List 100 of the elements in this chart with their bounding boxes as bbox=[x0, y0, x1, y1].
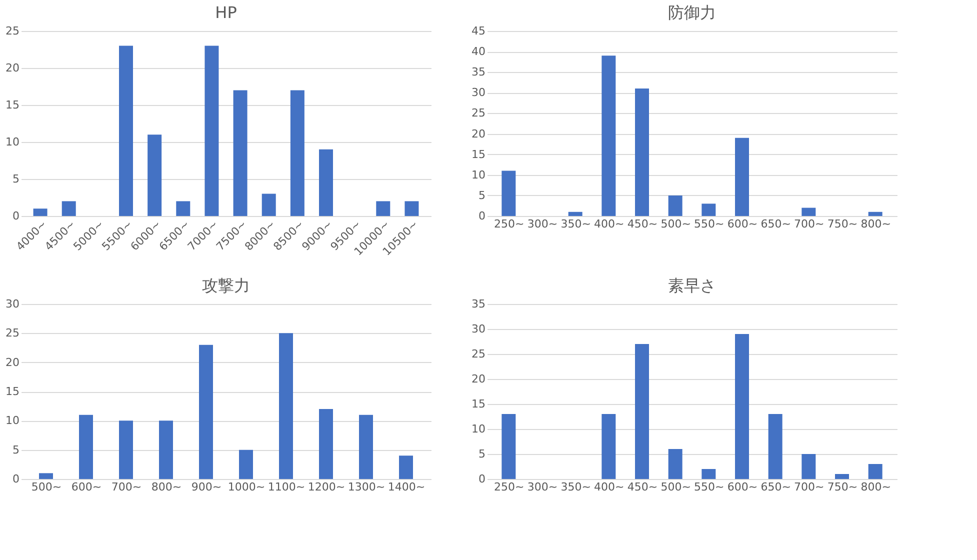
y-tick-label: 10 bbox=[6, 414, 20, 428]
x-tick-label: 750~ bbox=[827, 218, 858, 230]
bar bbox=[868, 212, 882, 216]
bar bbox=[279, 333, 293, 479]
x-tick-label: 250~ bbox=[494, 218, 524, 230]
y-tick-label: 0 bbox=[12, 210, 20, 222]
x-tick-label: 700~ bbox=[111, 480, 142, 494]
x-tick-label: 400~ bbox=[594, 480, 624, 494]
y-tick-label: 15 bbox=[6, 385, 20, 398]
bar bbox=[502, 170, 516, 216]
x-tick-label: 700~ bbox=[794, 480, 824, 494]
x-tick-label: 400~ bbox=[594, 218, 624, 230]
x-tick-label: 500~ bbox=[660, 218, 691, 230]
bar bbox=[399, 456, 413, 479]
chart-title: 攻撃力 bbox=[202, 276, 250, 295]
x-tick-label: 800~ bbox=[151, 480, 182, 494]
bar bbox=[668, 195, 682, 216]
bar bbox=[176, 201, 190, 216]
x-tick-label: 500~ bbox=[31, 480, 62, 494]
bar bbox=[602, 414, 616, 479]
x-tick-label: 800~ bbox=[860, 218, 891, 230]
bar bbox=[502, 414, 516, 479]
x-tick-label: 500~ bbox=[660, 480, 691, 494]
bar bbox=[119, 420, 133, 479]
bar bbox=[319, 409, 333, 479]
bar bbox=[262, 194, 276, 216]
bar bbox=[199, 344, 213, 479]
y-tick-label: 35 bbox=[472, 298, 486, 310]
bar bbox=[635, 88, 649, 216]
y-tick-label: 15 bbox=[472, 398, 486, 410]
chart-title: 防御力 bbox=[668, 3, 716, 22]
y-tick-label: 25 bbox=[6, 326, 20, 340]
x-tick-label: 300~ bbox=[527, 480, 558, 494]
x-tick-label: 350~ bbox=[560, 218, 591, 230]
bar bbox=[33, 208, 48, 216]
x-tick-label: 1300~ bbox=[348, 480, 386, 494]
y-tick-label: 30 bbox=[6, 298, 20, 310]
bar bbox=[159, 420, 173, 479]
bar bbox=[802, 208, 816, 216]
bar bbox=[735, 334, 749, 479]
bar bbox=[62, 201, 76, 216]
bar bbox=[376, 201, 390, 216]
y-tick-label: 10 bbox=[6, 136, 20, 148]
y-tick-label: 10 bbox=[472, 168, 486, 182]
y-tick-label: 5 bbox=[478, 188, 486, 202]
x-tick-label: 600~ bbox=[727, 480, 758, 494]
x-tick-label: 1200~ bbox=[308, 480, 346, 494]
y-tick-label: 5 bbox=[12, 443, 20, 456]
y-tick-label: 30 bbox=[472, 86, 486, 100]
bar bbox=[39, 473, 53, 479]
bar bbox=[233, 90, 248, 216]
bar bbox=[802, 454, 816, 479]
bar bbox=[835, 474, 849, 479]
y-tick-label: 25 bbox=[472, 106, 486, 120]
bar bbox=[119, 46, 133, 216]
y-tick-label: 20 bbox=[6, 356, 20, 369]
bar bbox=[868, 464, 882, 479]
x-tick-label: 600~ bbox=[727, 218, 758, 230]
bar bbox=[635, 344, 649, 479]
bar bbox=[568, 212, 582, 216]
y-tick-label: 5 bbox=[12, 172, 20, 186]
x-tick-label: 1400~ bbox=[388, 480, 426, 494]
y-tick-label: 15 bbox=[472, 148, 486, 161]
y-tick-label: 5 bbox=[478, 448, 486, 460]
x-tick-label: 900~ bbox=[191, 480, 222, 494]
x-tick-label: 700~ bbox=[794, 218, 824, 230]
chart-title: HP bbox=[215, 3, 238, 22]
bar bbox=[668, 449, 682, 479]
x-tick-label: 450~ bbox=[627, 218, 658, 230]
bar bbox=[768, 414, 782, 479]
x-tick-label: 650~ bbox=[760, 218, 791, 230]
y-tick-label: 25 bbox=[6, 24, 20, 38]
x-tick-label: 750~ bbox=[827, 480, 858, 494]
y-tick-label: 0 bbox=[12, 472, 20, 486]
bar bbox=[239, 450, 253, 479]
x-tick-label: 800~ bbox=[860, 480, 891, 494]
bar bbox=[148, 134, 162, 216]
y-tick-label: 15 bbox=[6, 98, 20, 112]
y-tick-label: 10 bbox=[472, 422, 486, 436]
bar bbox=[602, 56, 616, 216]
x-tick-label: 550~ bbox=[694, 218, 724, 230]
bar bbox=[319, 149, 333, 216]
x-tick-label: 250~ bbox=[494, 480, 524, 494]
x-tick-label: 350~ bbox=[560, 480, 591, 494]
y-tick-label: 45 bbox=[472, 24, 486, 38]
x-tick-label: 650~ bbox=[760, 480, 791, 494]
bar bbox=[404, 201, 419, 216]
y-tick-label: 0 bbox=[478, 210, 486, 222]
y-tick-label: 0 bbox=[478, 472, 486, 486]
y-tick-label: 20 bbox=[472, 372, 486, 386]
y-tick-label: 20 bbox=[6, 62, 20, 74]
x-tick-label: 300~ bbox=[527, 218, 558, 230]
chart-title: 素早さ bbox=[668, 276, 716, 295]
y-tick-label: 20 bbox=[472, 127, 486, 140]
bar bbox=[702, 204, 716, 216]
x-tick-label: 550~ bbox=[694, 480, 724, 494]
y-tick-label: 40 bbox=[472, 45, 486, 58]
bar bbox=[702, 469, 716, 479]
bar bbox=[79, 414, 93, 479]
y-tick-label: 25 bbox=[472, 348, 486, 360]
